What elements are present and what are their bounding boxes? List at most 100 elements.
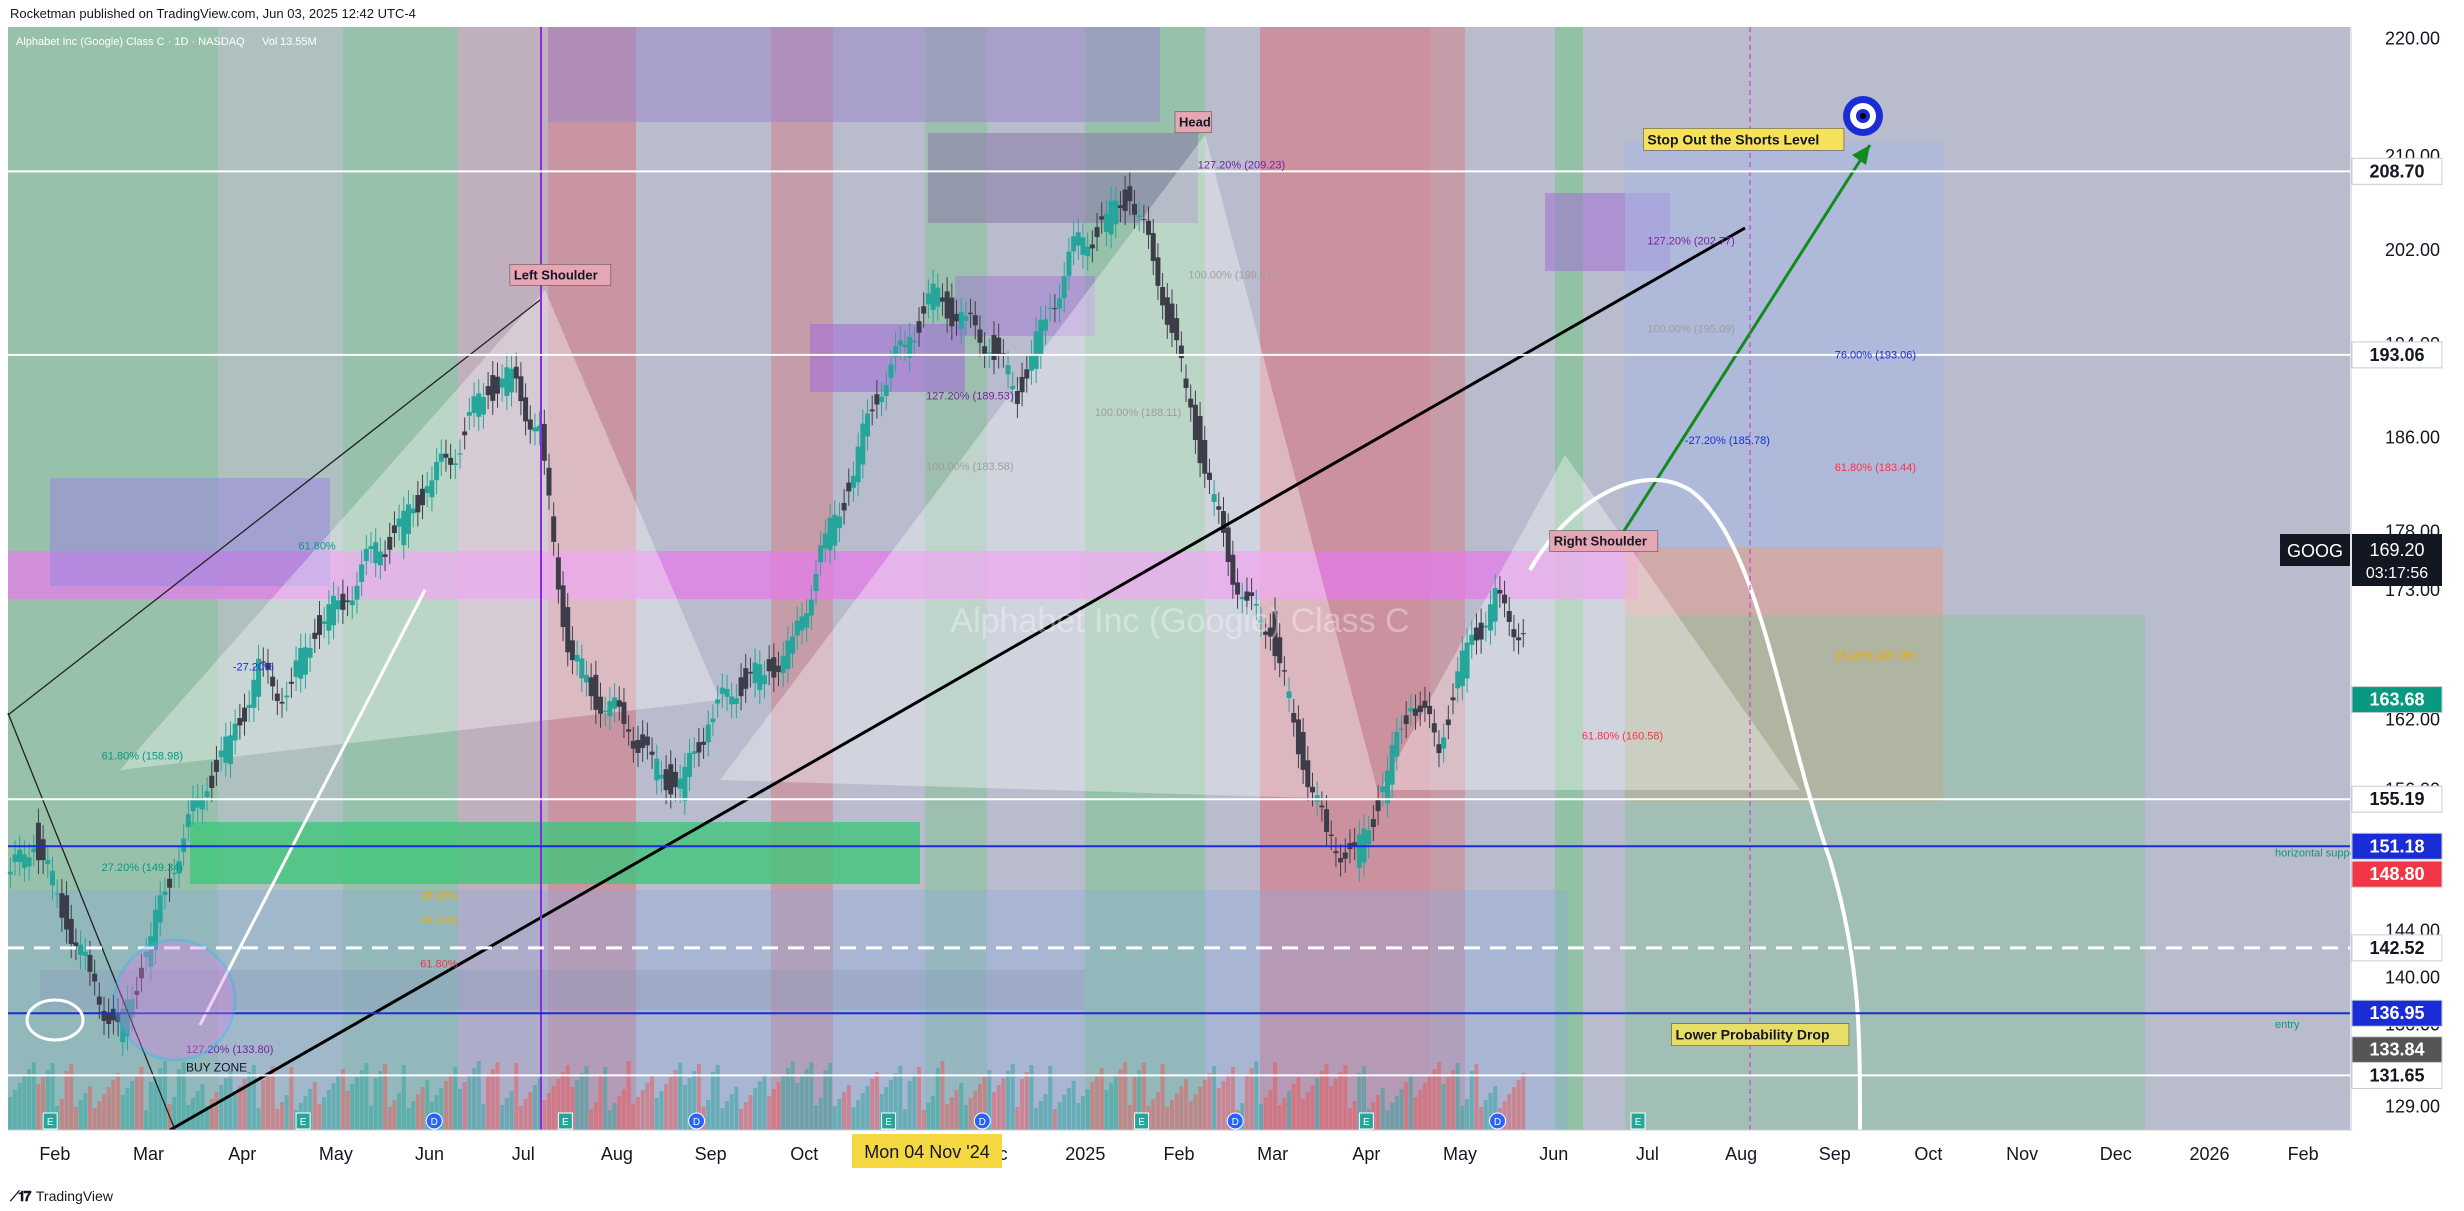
earnings-marker — [881, 1112, 897, 1130]
candle-body — [499, 378, 505, 388]
candle-body — [621, 702, 627, 724]
candle-body — [1019, 376, 1025, 393]
volume-bar — [59, 1099, 64, 1130]
candle-body — [1441, 737, 1447, 749]
volume-bar — [1465, 1099, 1470, 1130]
chart-annotation: horizontal support — [2275, 848, 2362, 860]
volume-bar — [631, 1104, 636, 1130]
chart-annotation: entry — [2275, 1019, 2300, 1031]
candle-body — [162, 891, 168, 896]
price-level-label: 163.68 — [2369, 690, 2424, 710]
candle-body — [682, 766, 688, 801]
candle-body — [588, 677, 594, 697]
candle-body — [1155, 257, 1161, 286]
volume-bar — [13, 1090, 18, 1130]
volume-bar — [1273, 1062, 1278, 1130]
time-tick-label: Sep — [1819, 1144, 1851, 1164]
volume-bar — [191, 1098, 196, 1130]
candle-body — [1033, 331, 1039, 369]
time-tick-label: Feb — [2288, 1144, 2319, 1164]
volume-bar — [579, 1073, 584, 1130]
tradingview-logo[interactable]: ⟋𝟏𝟕 TradingView — [10, 1188, 113, 1205]
time-tick-label: Feb — [1163, 1144, 1194, 1164]
volume-bar — [696, 1064, 701, 1130]
candle-body — [729, 696, 735, 705]
volume-bar — [1394, 1096, 1399, 1130]
zone-boxes — [8, 27, 2145, 1130]
candle-body — [752, 662, 758, 684]
time-axis[interactable]: Feb Mar Apr May Jun Jul Aug Sep Oct Dec 2025 Feb Mar… — [39, 1144, 2318, 1164]
candle-body — [92, 973, 98, 982]
candle-body — [101, 1010, 107, 1021]
volume-bar — [1324, 1064, 1329, 1130]
candle-body — [377, 551, 383, 566]
candle-body — [1249, 592, 1255, 596]
candle-body — [429, 480, 435, 498]
volume-bar — [1174, 1093, 1179, 1130]
publish-info: Rocketman published on TradingView.com, … — [10, 6, 416, 21]
candle-body — [1188, 398, 1194, 408]
volume-bar — [771, 1089, 776, 1130]
candle-body — [410, 508, 416, 514]
candle-body — [1338, 858, 1344, 863]
volume-bar — [799, 1076, 804, 1130]
volume-bar — [537, 1078, 542, 1130]
volume-bar — [893, 1073, 898, 1130]
price-tick-label: 129.00 — [2385, 1097, 2440, 1117]
candle-body — [1122, 189, 1128, 211]
volume-bar — [617, 1096, 622, 1130]
fib-level-label: 38.20% — [420, 890, 458, 902]
candle-body — [766, 659, 772, 672]
volume-bar — [949, 1097, 954, 1130]
chart-annotation: Stop Out the Shorts Level — [1647, 131, 1819, 147]
candle-body — [1305, 760, 1311, 788]
volume-bar — [1277, 1105, 1282, 1130]
candle-body — [593, 674, 599, 710]
candle-body — [944, 291, 950, 319]
candle-body — [883, 385, 889, 397]
volume-bar — [411, 1101, 416, 1130]
fib-level-label: 100.00% (195.09) — [1647, 324, 1734, 336]
candle-body — [935, 287, 941, 307]
candle-body — [157, 895, 163, 923]
price-axis[interactable]: 220.00210.00202.00194.00186.00178.00173.… — [2351, 29, 2443, 1117]
candle-body — [907, 336, 913, 358]
volume-bar — [453, 1067, 458, 1130]
candle-body — [1061, 276, 1067, 299]
candle-body — [7, 871, 13, 875]
candle-body — [1408, 707, 1414, 712]
candle-body — [902, 344, 908, 347]
volume-bar — [1301, 1099, 1306, 1130]
candle-body — [565, 607, 571, 653]
volume-bar — [1427, 1076, 1432, 1130]
volume-bar — [92, 1108, 97, 1130]
candle-body — [424, 486, 430, 494]
candle-body — [1370, 819, 1376, 828]
volume-bar — [1052, 1109, 1057, 1130]
dividend-marker — [425, 1112, 443, 1130]
candle-body — [832, 514, 838, 546]
candle-body — [1085, 246, 1091, 257]
volume-bar — [1230, 1067, 1235, 1130]
candle-body — [583, 674, 589, 683]
candle-body — [1117, 205, 1123, 209]
volume-bar — [589, 1109, 594, 1130]
candle-body — [485, 386, 491, 396]
candle-body — [963, 315, 969, 321]
volume-bar — [1469, 1071, 1474, 1130]
price-level-label: 148.80 — [2369, 864, 2424, 884]
volume-bar — [1436, 1062, 1441, 1130]
volume-bar — [973, 1091, 978, 1130]
candle-body — [129, 999, 135, 1018]
volume-bar — [954, 1090, 959, 1130]
green-buy-zone — [190, 822, 920, 884]
candle-body — [293, 660, 299, 677]
price-level-tag — [2351, 341, 2443, 369]
time-tick-label: 2025 — [1065, 1144, 1105, 1164]
volume-bar — [1521, 1073, 1526, 1130]
candle-body — [1220, 511, 1226, 533]
candle-body — [452, 463, 458, 466]
candle-body — [509, 368, 515, 393]
candle-body — [930, 283, 936, 310]
